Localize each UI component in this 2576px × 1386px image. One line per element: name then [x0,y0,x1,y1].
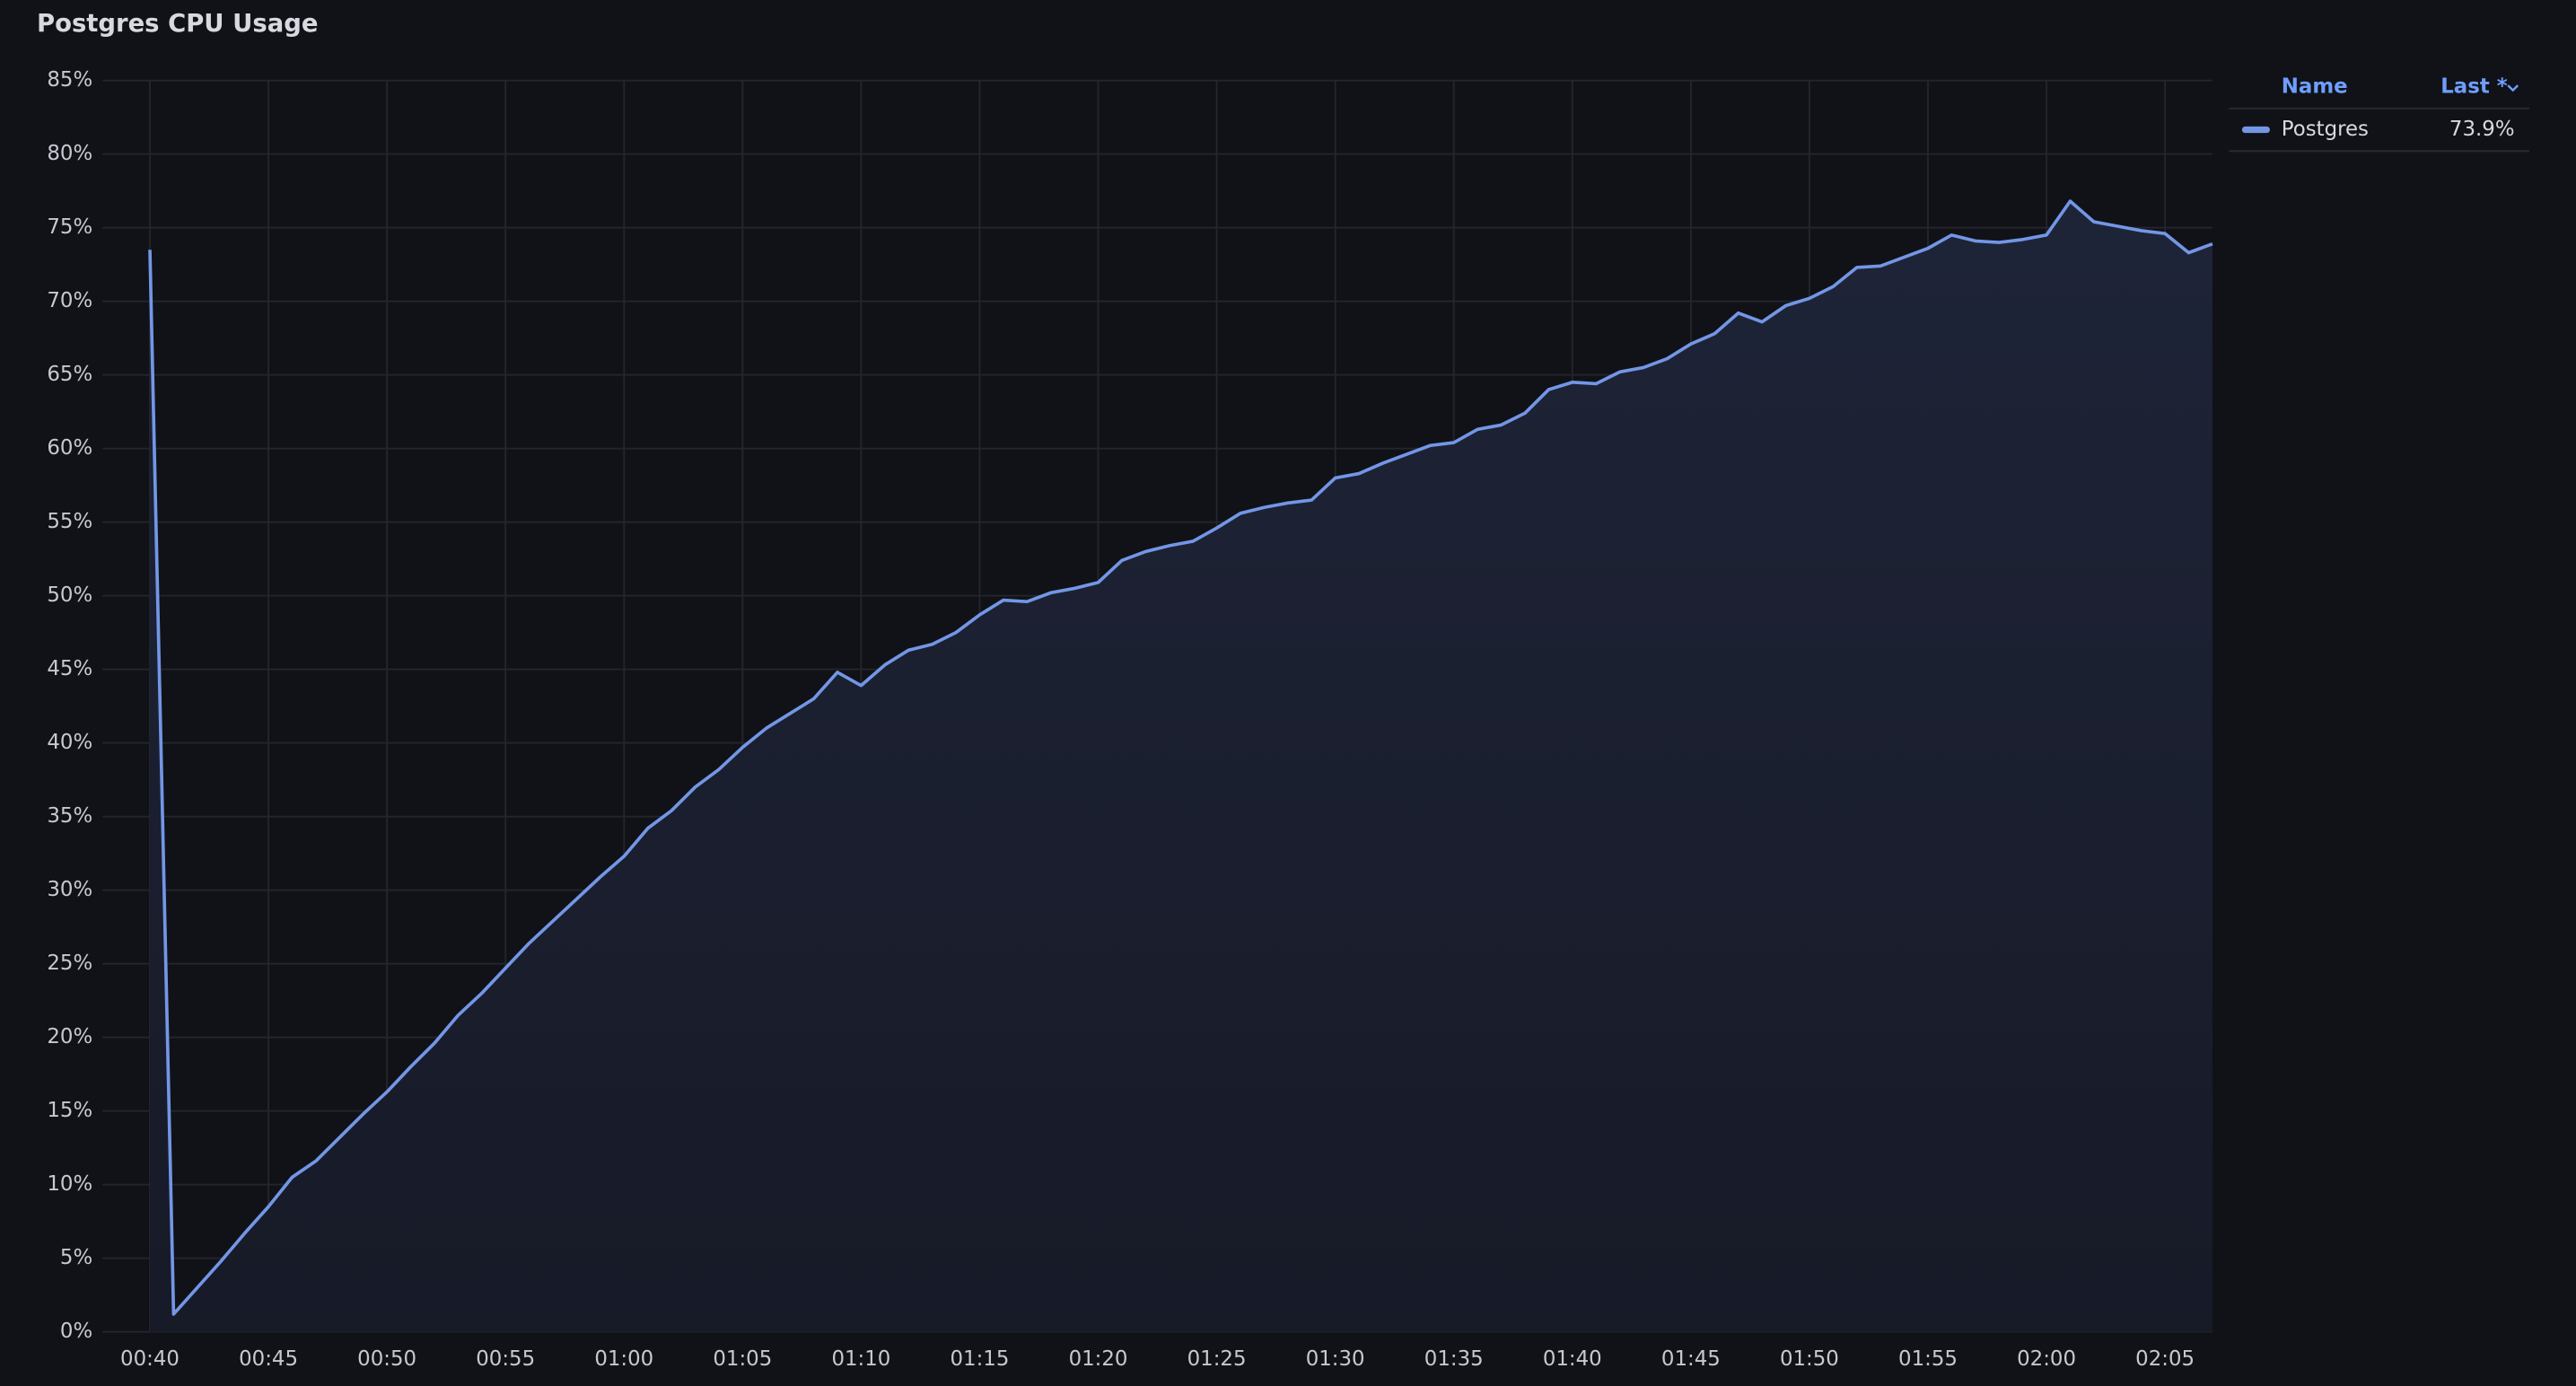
x-tick-label: 01:05 [713,1347,772,1371]
y-tick-label: 30% [47,878,92,901]
legend-label[interactable]: Postgres [2282,118,2369,141]
y-tick-label: 75% [47,215,92,239]
y-tick-label: 45% [47,657,92,680]
x-tick-label: 00:45 [239,1347,298,1371]
x-tick-label: 01:50 [1780,1347,1839,1371]
plot [148,199,2213,1332]
legend-last-value: 73.9% [2449,118,2515,141]
y-tick-label: 35% [47,804,92,828]
area-fill [150,201,2212,1332]
y-tick-label: 20% [47,1025,92,1048]
x-tick-label: 01:30 [1306,1347,1365,1371]
legend: Name Last * 73.9% Postgres [2229,75,2530,153]
y-tick-label: 0% [60,1320,92,1343]
x-tick-label: 01:20 [1069,1347,1128,1371]
legend-header[interactable]: Last * [2440,75,2507,98]
x-tick-label: 00:40 [120,1347,180,1371]
y-tick-label: 55% [47,510,92,533]
y-tick-label: 5% [60,1246,92,1269]
y-tick-label: 85% [47,68,92,92]
x-tick-label: 02:00 [2017,1347,2076,1371]
x-tick-label: 00:55 [476,1347,535,1371]
x-tick-label: 01:40 [1543,1347,1602,1371]
legend-header[interactable]: Name [2282,75,2348,98]
y-tick-label: 50% [47,583,92,607]
x-tick-label: 01:45 [1661,1347,1721,1371]
y-tick-label: 25% [47,952,92,975]
x-tick-label: 02:05 [2135,1347,2195,1371]
y-tick-label: 70% [47,289,92,312]
y-tick-label: 80% [47,142,92,165]
x-tick-label: 01:15 [951,1347,1010,1371]
x-tick-label: 01:10 [831,1347,890,1371]
series-line [148,199,2213,1316]
x-tick-label: 01:55 [1898,1347,1958,1371]
y-tick-label: 60% [47,436,92,460]
x-tick-label: 01:35 [1424,1347,1484,1371]
x-tick-label: 00:50 [357,1347,416,1371]
x-tick-label: 01:00 [594,1347,653,1371]
y-tick-label: 15% [47,1099,92,1122]
x-tick-label: 01:25 [1187,1347,1247,1371]
y-tick-label: 65% [47,363,92,386]
sort-chevron[interactable] [2507,84,2519,92]
chart-title: Postgres CPU Usage [37,10,319,38]
y-tick-label: 10% [47,1172,92,1196]
y-tick-label: 40% [47,731,92,754]
